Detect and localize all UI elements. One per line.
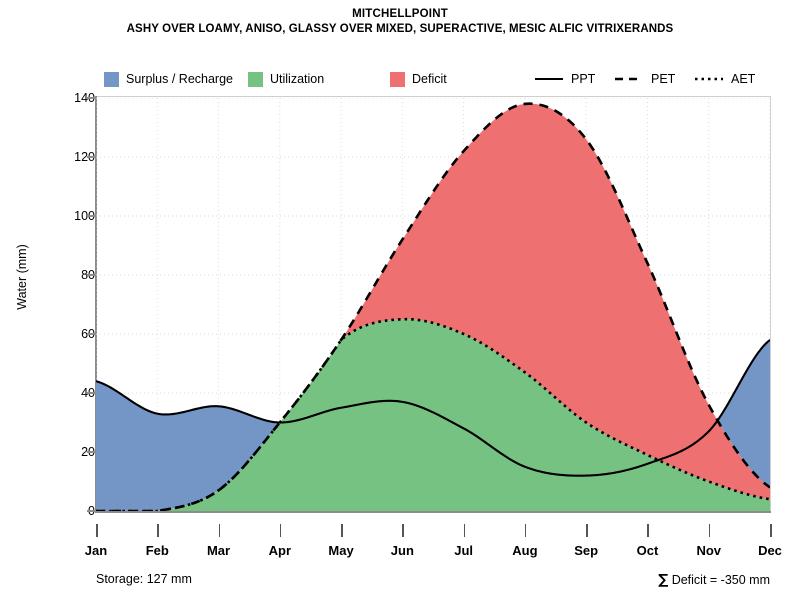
y-tick-label: 0 xyxy=(13,505,95,518)
legend-swatch-utilization xyxy=(248,71,263,87)
y-axis-line xyxy=(95,96,97,513)
x-axis-line xyxy=(95,511,771,513)
x-tick-label-feb: Feb xyxy=(145,543,169,558)
y-tick-mark xyxy=(87,510,95,512)
x-tick-label-aug: Aug xyxy=(512,543,538,558)
legend-label-ppt: PPT xyxy=(571,72,596,86)
x-tick-label-jul: Jul xyxy=(454,543,474,558)
chart-subtitle: ASHY OVER LOAMY, ANISO, GLASSY OVER MIXE… xyxy=(126,23,674,35)
legend-item-pet: PET xyxy=(614,70,675,88)
legend-label-utilization: Utilization xyxy=(270,72,325,86)
legend-item-surplus-recharge: Surplus / Recharge xyxy=(104,70,233,88)
y-tick: 120 xyxy=(0,151,95,163)
y-tick-label: 20 xyxy=(13,446,95,459)
x-tick-mark xyxy=(341,524,343,537)
legend-item-deficit: Deficit xyxy=(390,70,447,88)
x-tick-mark xyxy=(647,524,649,537)
y-tick: 100 xyxy=(0,210,95,222)
x-tick-mark xyxy=(524,524,527,537)
legend-item-aet: AET xyxy=(694,70,755,88)
deficit-note-text: Deficit = -350 mm xyxy=(668,573,770,587)
x-tick-label-sep: Sep xyxy=(574,543,599,558)
x-tick-mark xyxy=(708,524,711,537)
plot-right-spine xyxy=(770,96,771,513)
y-tick-mark xyxy=(87,274,95,276)
x-tick-mark xyxy=(279,524,282,537)
plot-top-spine xyxy=(95,96,771,97)
y-tick: 60 xyxy=(0,328,95,340)
legend-swatch-surplus-recharge xyxy=(104,71,119,87)
legend-label-aet: AET xyxy=(731,72,756,86)
y-tick-mark xyxy=(87,97,95,99)
x-tick-mark xyxy=(157,524,159,537)
x-tick-label-mar: Mar xyxy=(206,543,231,558)
y-tick: 40 xyxy=(0,387,95,399)
x-tick-mark xyxy=(463,524,466,537)
x-tick-label-dec: Dec xyxy=(758,543,782,558)
legend-line-solid-icon xyxy=(534,72,564,86)
x-tick-label-oct: Oct xyxy=(636,543,659,558)
y-axis-title: Water (mm) xyxy=(15,244,29,310)
legend-label-deficit: Deficit xyxy=(412,72,447,86)
legend-label-surplus-recharge: Surplus / Recharge xyxy=(126,72,234,86)
y-tick-mark xyxy=(87,215,95,217)
y-tick-label: 140 xyxy=(74,91,95,105)
storage-note: Storage: 127 mm xyxy=(96,572,192,586)
y-tick-label: 100 xyxy=(74,209,95,223)
deficit-note: ∑ Deficit = -350 mm xyxy=(658,572,770,588)
legend-line-dashed-icon xyxy=(614,72,644,86)
x-tick-label-apr: Apr xyxy=(268,543,291,558)
legend-label-pet: PET xyxy=(651,72,676,86)
x-tick-mark xyxy=(96,524,98,537)
legend-swatch-deficit xyxy=(390,71,405,87)
chart-title: MITCHELLPOINT xyxy=(352,8,448,20)
chart-title-block: MITCHELLPOINT ASHY OVER LOAMY, ANISO, GL… xyxy=(0,7,800,37)
chart-legend: Surplus / Recharge Utilization Deficit P… xyxy=(0,70,800,90)
legend-item-ppt: PPT xyxy=(534,70,595,88)
x-tick-mark xyxy=(586,524,588,537)
x-tick-mark xyxy=(402,524,404,537)
x-tick-label-nov: Nov xyxy=(696,543,721,558)
y-tick: 80 xyxy=(0,269,95,281)
y-tick-label: 120 xyxy=(74,150,95,164)
x-tick-label-jan: Jan xyxy=(84,543,108,558)
y-tick-label: 40 xyxy=(13,387,95,400)
x-tick-label-jun: Jun xyxy=(390,543,414,558)
legend-line-dotted-icon xyxy=(694,72,724,86)
y-tick-mark xyxy=(87,333,95,335)
x-tick-label-may: May xyxy=(328,543,354,558)
plot-area xyxy=(96,98,770,511)
y-tick-mark xyxy=(87,392,95,394)
legend-item-utilization: Utilization xyxy=(248,70,324,88)
y-tick: 0 xyxy=(0,505,95,517)
y-tick: 20 xyxy=(0,446,95,458)
x-tick-mark xyxy=(770,524,772,537)
y-tick: 140 xyxy=(0,92,95,104)
y-tick-mark xyxy=(87,451,95,453)
x-tick-mark xyxy=(218,524,221,537)
sigma-symbol: ∑ xyxy=(658,572,669,588)
y-tick-mark xyxy=(87,156,95,158)
